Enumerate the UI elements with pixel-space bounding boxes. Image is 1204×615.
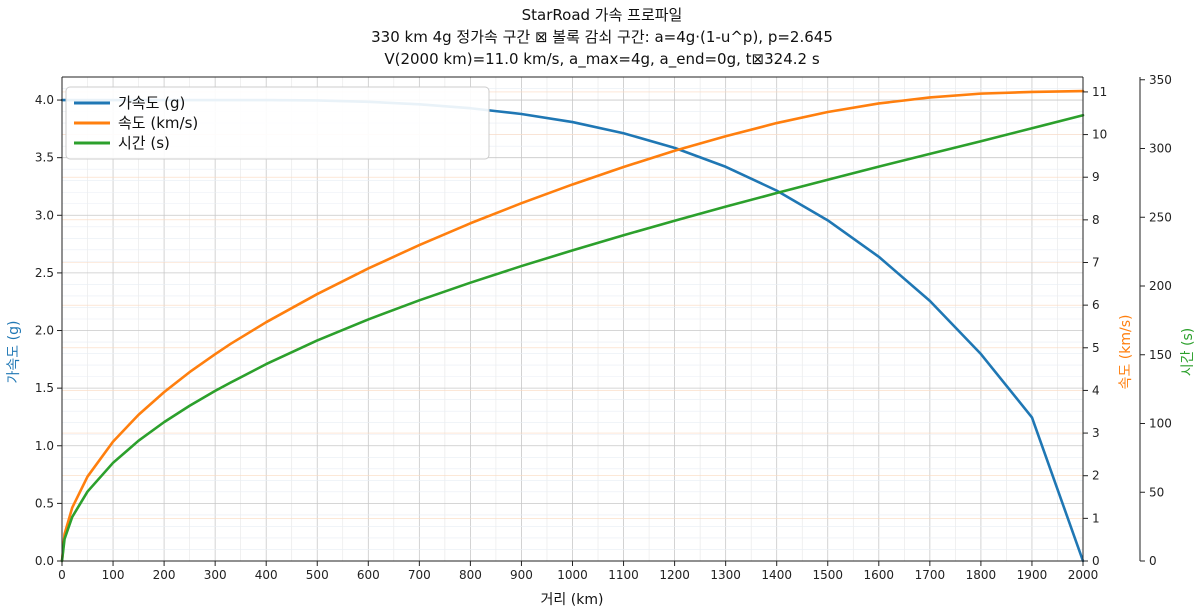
right-axis-1-label: 속도 (km/s) [1118,315,1134,390]
x-tick-label: 0 [58,568,66,582]
speed-tick-label: 5 [1092,341,1100,355]
right-axis-1-ticks: 0 1 2 3 4 5 6 7 8 9 10 11 [1083,85,1107,568]
speed-tick-label: 2 [1092,469,1100,483]
time-tick-label: 100 [1149,417,1172,431]
legend-label-1: 속도 (km/s) [118,114,198,132]
left-tick-label: 3.0 [35,208,54,222]
legend-box [65,86,490,160]
chart-title: StarRoad 가속 프로파일 330 km 4g 정가속 구간 ⊠ 볼록 감… [371,6,833,69]
x-tick-label: 1000 [557,568,588,582]
speed-tick-label: 1 [1092,511,1100,525]
x-axis-ticks: 0 100 200 300 400 500 600 700 800 900 1000 1100 1200… [58,561,1098,582]
left-tick-label: 1.0 [35,439,54,453]
x-tick-label: 500 [306,568,329,582]
x-tick-label: 300 [204,568,227,582]
left-axis-label: 가속도 (g) [6,321,22,384]
right-axis-2-ticks: 0 50 100 150 200 250 300 350 [1140,73,1172,568]
x-tick-label: 1700 [915,568,946,582]
left-tick-label: 2.5 [35,266,54,280]
title-line-1: StarRoad 가속 프로파일 [522,6,683,24]
x-tick-label: 600 [357,568,380,582]
x-tick-label: 1300 [710,568,741,582]
left-tick-label: 4.0 [35,93,54,107]
left-tick-label: 2.0 [35,324,54,338]
time-tick-label: 150 [1149,348,1172,362]
left-tick-label: 1.5 [35,381,54,395]
left-axis-ticks: 0.0 0.5 1.0 1.5 2.0 2.5 3.0 3.5 4.0 [35,93,62,568]
x-tick-label: 700 [408,568,431,582]
time-tick-label: 250 [1149,210,1172,224]
speed-tick-label: 6 [1092,298,1100,312]
x-tick-label: 1800 [966,568,997,582]
x-tick-label: 1200 [659,568,690,582]
time-tick-label: 0 [1149,554,1157,568]
legend: 가속도 (g) 속도 (km/s) 시간 (s) [65,86,490,160]
series-line-2 [60,113,1085,563]
x-tick-label: 900 [510,568,533,582]
speed-tick-label: 11 [1092,85,1107,99]
legend-label-2: 시간 (s) [118,134,170,152]
x-tick-label: 200 [153,568,176,582]
speed-tick-label: 3 [1092,426,1100,440]
left-tick-label: 0.5 [35,496,54,510]
speed-tick-label: 8 [1092,213,1100,227]
x-tick-label: 1600 [864,568,895,582]
speed-tick-label: 0 [1092,554,1100,568]
x-tick-label: 800 [459,568,482,582]
x-tick-label: 400 [255,568,278,582]
title-line-3: V(2000 km)=11.0 km/s, a_max=4g, a_end=0g… [384,50,819,69]
series-line-1 [60,89,1085,563]
speed-tick-label: 4 [1092,383,1100,397]
time-tick-label: 50 [1149,485,1164,499]
x-tick-label: 1500 [812,568,843,582]
x-tick-label: 1400 [761,568,792,582]
title-line-2: 330 km 4g 정가속 구간 ⊠ 볼록 감쇠 구간: a=4g·(1-u^p… [371,28,833,46]
time-tick-label: 350 [1149,73,1172,87]
x-axis-label: 거리 (km) [541,592,604,608]
time-tick-label: 300 [1149,142,1172,156]
legend-label-0: 가속도 (g) [118,94,185,112]
x-tick-label: 1100 [608,568,639,582]
x-tick-label: 1900 [1017,568,1048,582]
speed-tick-label: 7 [1092,255,1100,269]
speed-tick-label: 9 [1092,170,1100,184]
left-tick-label: 0.0 [35,554,54,568]
x-tick-label: 2000 [1068,568,1099,582]
left-tick-label: 3.5 [35,151,54,165]
speed-tick-label: 10 [1092,128,1107,142]
right-axis-2-label: 시간 (s) [1180,328,1196,376]
time-tick-label: 200 [1149,279,1172,293]
x-tick-label: 100 [102,568,125,582]
